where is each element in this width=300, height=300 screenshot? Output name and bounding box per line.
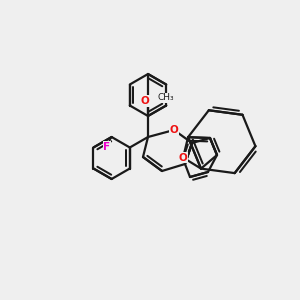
Text: F: F bbox=[103, 142, 110, 152]
Text: O: O bbox=[141, 96, 149, 106]
Text: O: O bbox=[169, 125, 178, 135]
Text: CH₃: CH₃ bbox=[158, 94, 175, 103]
Text: O: O bbox=[179, 153, 188, 163]
